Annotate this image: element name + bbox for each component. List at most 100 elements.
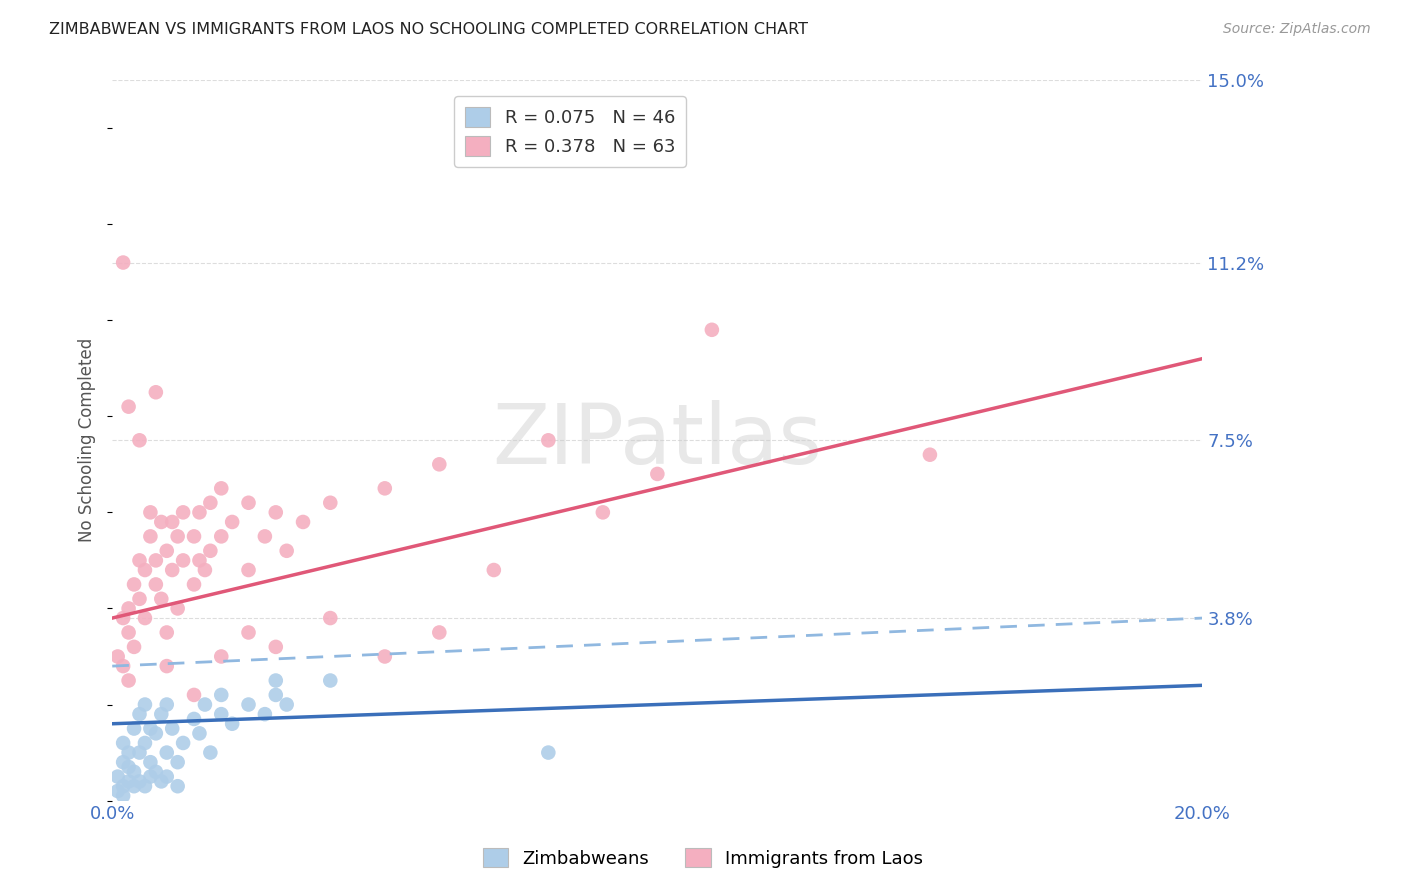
Point <box>160 515 183 529</box>
Point <box>134 611 156 625</box>
Point <box>264 640 287 654</box>
Point <box>128 707 150 722</box>
Point <box>112 755 135 769</box>
Point <box>221 716 243 731</box>
Point <box>122 640 145 654</box>
Point <box>145 577 167 591</box>
Point <box>537 434 560 448</box>
Point <box>183 529 205 543</box>
Point <box>117 774 139 789</box>
Point <box>117 760 139 774</box>
Point <box>145 764 167 779</box>
Point <box>209 707 232 722</box>
Point <box>112 611 135 625</box>
Point <box>238 625 260 640</box>
Point <box>238 698 260 712</box>
Point <box>482 563 505 577</box>
Point <box>117 673 139 688</box>
Point <box>264 688 287 702</box>
Point <box>200 496 222 510</box>
Point <box>183 577 205 591</box>
Point <box>183 712 205 726</box>
Point <box>319 673 342 688</box>
Text: ZIMBABWEAN VS IMMIGRANTS FROM LAOS NO SCHOOLING COMPLETED CORRELATION CHART: ZIMBABWEAN VS IMMIGRANTS FROM LAOS NO SC… <box>49 22 808 37</box>
Point <box>150 774 173 789</box>
Point <box>253 707 276 722</box>
Point <box>292 515 315 529</box>
Point <box>209 649 232 664</box>
Point <box>122 779 145 793</box>
Point <box>592 505 614 519</box>
Point <box>128 746 150 760</box>
Point <box>134 563 156 577</box>
Point <box>160 563 183 577</box>
Point <box>122 577 145 591</box>
Point <box>238 563 260 577</box>
Legend: Zimbabweans, Immigrants from Laos: Zimbabweans, Immigrants from Laos <box>472 837 934 879</box>
Point <box>221 515 243 529</box>
Point <box>209 688 232 702</box>
Point <box>112 736 135 750</box>
Point <box>183 688 205 702</box>
Point <box>647 467 669 481</box>
Point <box>128 434 150 448</box>
Point <box>112 659 135 673</box>
Point <box>107 784 129 798</box>
Point <box>145 385 167 400</box>
Point <box>139 722 162 736</box>
Point <box>134 736 156 750</box>
Point <box>209 529 232 543</box>
Point <box>172 553 194 567</box>
Point <box>139 755 162 769</box>
Point <box>160 722 183 736</box>
Point <box>319 496 342 510</box>
Point <box>145 726 167 740</box>
Point <box>134 698 156 712</box>
Point <box>188 726 211 740</box>
Point <box>700 323 723 337</box>
Point <box>427 625 450 640</box>
Text: Source: ZipAtlas.com: Source: ZipAtlas.com <box>1223 22 1371 37</box>
Point <box>150 515 173 529</box>
Point <box>264 505 287 519</box>
Point <box>427 458 450 472</box>
Point <box>128 591 150 606</box>
Point <box>166 601 188 615</box>
Point <box>156 543 179 558</box>
Point <box>150 591 173 606</box>
Point <box>537 746 560 760</box>
Point <box>139 505 162 519</box>
Point <box>139 529 162 543</box>
Point <box>200 746 222 760</box>
Point <box>264 673 287 688</box>
Point <box>188 505 211 519</box>
Point <box>117 625 139 640</box>
Point <box>319 611 342 625</box>
Point <box>166 779 188 793</box>
Point <box>918 448 941 462</box>
Point <box>107 770 129 784</box>
Point <box>172 736 194 750</box>
Point <box>117 601 139 615</box>
Point <box>139 770 162 784</box>
Point <box>253 529 276 543</box>
Point <box>112 789 135 803</box>
Point <box>166 529 188 543</box>
Point <box>128 774 150 789</box>
Point <box>374 649 396 664</box>
Legend: R = 0.075   N = 46, R = 0.378   N = 63: R = 0.075 N = 46, R = 0.378 N = 63 <box>454 96 686 167</box>
Point <box>374 481 396 495</box>
Point <box>112 255 135 269</box>
Point <box>194 563 217 577</box>
Point <box>172 505 194 519</box>
Point <box>209 481 232 495</box>
Point <box>117 746 139 760</box>
Point <box>145 553 167 567</box>
Text: ZIPatlas: ZIPatlas <box>492 400 823 481</box>
Point <box>188 553 211 567</box>
Point <box>117 400 139 414</box>
Point <box>276 698 298 712</box>
Point <box>150 707 173 722</box>
Point <box>200 543 222 558</box>
Point <box>107 649 129 664</box>
